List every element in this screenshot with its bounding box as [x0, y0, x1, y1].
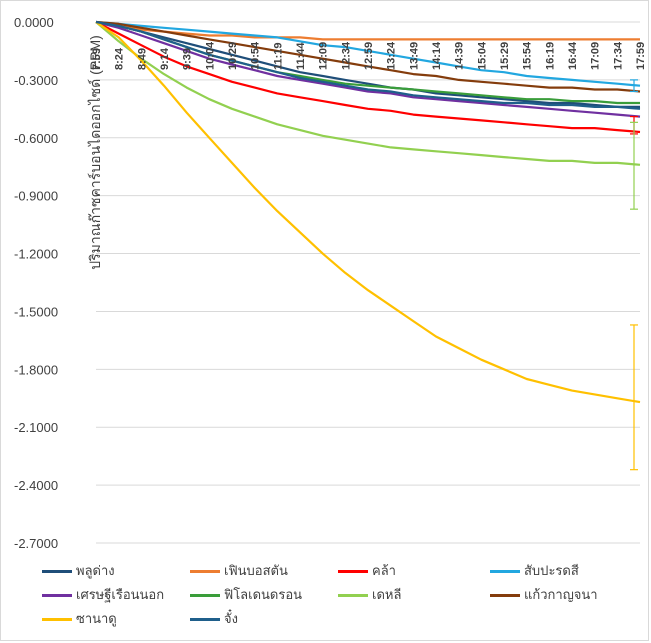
x-tick-label: 10:54 — [250, 41, 262, 70]
y-tick-label: -1.2000 — [14, 247, 58, 262]
x-tick-label: 13:24 — [386, 41, 398, 70]
legend-item: จั๋ง — [190, 608, 238, 629]
legend-swatch — [490, 594, 520, 598]
y-tick-label: -1.5000 — [14, 304, 58, 319]
chart-legend: พลูด่าง เฟินบอสตัน คล้า สับปะรดสีเศรษฐีเรือ… — [42, 560, 642, 640]
series-line — [95, 20, 641, 93]
legend-item: เดหลี — [338, 584, 401, 605]
line-chart: 0.0000 -0.3000 -0.6000 -0.9000 -1.2000 -1.500… — [14, 15, 647, 551]
legend-label: ซานาดู — [76, 611, 117, 626]
x-tick-label: 8:24 — [114, 47, 126, 70]
legend-item: ฟิโลเดนดรอน — [190, 584, 302, 605]
legend-item: เฟินบอสตัน — [190, 560, 288, 581]
legend-swatch — [42, 570, 72, 574]
legend-item: พลูด่าง — [42, 560, 115, 581]
legend-label: พลูด่าง — [76, 563, 115, 578]
x-tick-label: 17:09 — [590, 42, 602, 70]
legend-label: จั๋ง — [224, 611, 238, 626]
legend-swatch — [338, 594, 368, 598]
x-tick-label: 10:29 — [227, 42, 239, 70]
x-tick-label: 11:44 — [295, 42, 307, 70]
x-tick-label: 14:39 — [454, 42, 466, 70]
legend-item: เศรษฐีเรือนนอก — [42, 584, 164, 605]
series-line — [95, 21, 641, 134]
x-tick-label: 9:39 — [182, 48, 194, 70]
series-line — [95, 20, 641, 118]
legend-item: แก้วกาญจนา — [490, 584, 598, 605]
legend-item: คล้า — [338, 560, 396, 581]
legend-label: สับปะรดสี — [524, 563, 579, 578]
legend-swatch — [42, 618, 72, 622]
legend-swatch — [42, 594, 72, 598]
legend-item: สับปะรดสี — [490, 560, 579, 581]
x-tick-label: 12:09 — [318, 42, 330, 70]
x-tick-label: 10:04 — [204, 41, 216, 70]
y-tick-label: -2.7000 — [14, 536, 58, 551]
y-tick-label: 0.0000 — [14, 15, 54, 30]
legend-label: ฟิโลเดนดรอน — [224, 587, 303, 602]
legend-swatch — [190, 570, 220, 574]
x-tick-label: 16:44 — [567, 41, 579, 70]
legend-label: คล้า — [372, 563, 396, 578]
x-tick-label: 15:54 — [522, 41, 534, 70]
x-tick-label: 11:19 — [272, 42, 284, 70]
legend-swatch — [490, 570, 520, 574]
series-line — [95, 21, 641, 404]
y-tick-label: -2.1000 — [14, 420, 58, 435]
y-tick-label: -0.6000 — [14, 131, 58, 146]
legend-label: เศรษฐีเรือนนอก — [76, 587, 165, 602]
x-tick-label: 14:14 — [431, 41, 443, 70]
legend-label: เฟินบอสตัน — [224, 563, 288, 578]
y-tick-label: -0.3000 — [14, 73, 58, 88]
x-tick-label: 16:19 — [544, 42, 556, 70]
x-tick-label: 15:29 — [499, 42, 511, 70]
y-tick-label: -1.8000 — [14, 362, 58, 377]
x-tick-label: 8:49 — [136, 48, 148, 70]
x-tick-label: 13:49 — [408, 42, 420, 70]
x-tick-label: 17:34 — [612, 41, 624, 70]
series-line — [95, 21, 641, 166]
series-line — [95, 20, 640, 41]
series-line — [95, 20, 640, 109]
legend-swatch — [190, 618, 220, 622]
x-tick-label: 9:14 — [159, 47, 171, 70]
y-tick-label: -2.4000 — [14, 478, 58, 493]
legend-label: เดหลี — [372, 587, 402, 602]
x-tick-label: 12:34 — [340, 41, 352, 70]
x-tick-label: 15:04 — [476, 41, 488, 70]
x-tick-label: 7:59 — [91, 48, 103, 70]
legend-label: แก้วกาญจนา — [524, 587, 598, 602]
x-tick-label: 12:59 — [363, 42, 375, 70]
series-line — [95, 20, 641, 110]
series-line — [95, 20, 641, 87]
y-tick-label: -0.9000 — [14, 189, 58, 204]
y-axis-title: ปริมาณก๊าซคาร์บอนไดออกไซด์ (PPM) — [87, 35, 103, 270]
legend-swatch — [338, 570, 368, 574]
legend-item: ซานาดู — [42, 608, 117, 629]
x-tick-label: 17:59 — [635, 42, 647, 70]
legend-swatch — [190, 594, 220, 598]
